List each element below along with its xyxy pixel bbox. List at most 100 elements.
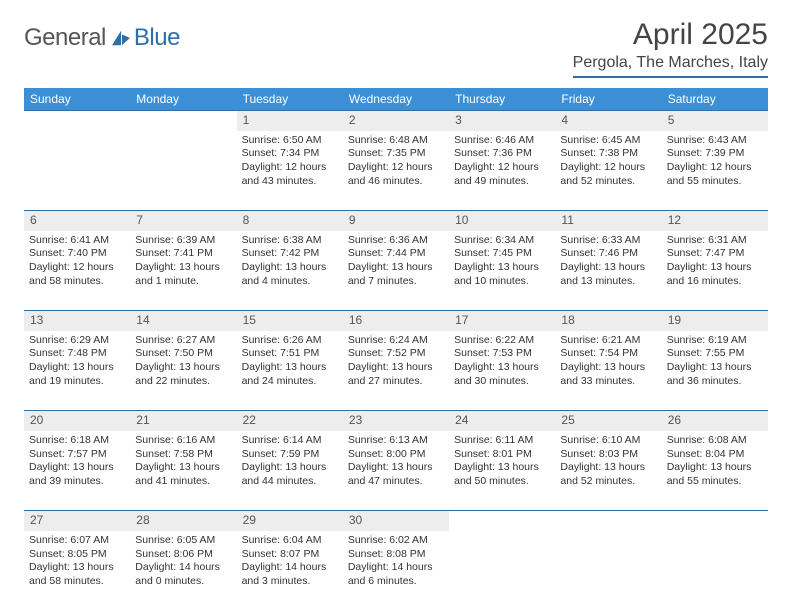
day2-text: and 50 minutes. bbox=[454, 475, 550, 489]
day2-text: and 10 minutes. bbox=[454, 275, 550, 289]
day-cell bbox=[662, 531, 768, 611]
day-cell: Sunrise: 6:48 AMSunset: 7:35 PMDaylight:… bbox=[343, 131, 449, 211]
sunset-text: Sunset: 7:46 PM bbox=[560, 247, 656, 261]
day2-text: and 55 minutes. bbox=[667, 175, 763, 189]
sunrise-text: Sunrise: 6:18 AM bbox=[29, 434, 125, 448]
header: General Blue April 2025 Pergola, The Mar… bbox=[24, 18, 768, 78]
day2-text: and 6 minutes. bbox=[348, 575, 444, 589]
day-cell: Sunrise: 6:21 AMSunset: 7:54 PMDaylight:… bbox=[555, 331, 661, 411]
sunset-text: Sunset: 7:38 PM bbox=[560, 147, 656, 161]
sunrise-text: Sunrise: 6:36 AM bbox=[348, 234, 444, 248]
location-text: Pergola, The Marches, Italy bbox=[573, 54, 768, 78]
brand-logo: General Blue bbox=[24, 18, 180, 52]
sunrise-text: Sunrise: 6:41 AM bbox=[29, 234, 125, 248]
day2-text: and 0 minutes. bbox=[135, 575, 231, 589]
day-cell: Sunrise: 6:05 AMSunset: 8:06 PMDaylight:… bbox=[130, 531, 236, 611]
sunset-text: Sunset: 7:47 PM bbox=[667, 247, 763, 261]
sunset-text: Sunset: 8:00 PM bbox=[348, 448, 444, 462]
day-number: 10 bbox=[449, 211, 555, 231]
day-cell: Sunrise: 6:41 AMSunset: 7:40 PMDaylight:… bbox=[24, 231, 130, 311]
sail-icon bbox=[110, 29, 132, 47]
day2-text: and 30 minutes. bbox=[454, 375, 550, 389]
sunset-text: Sunset: 7:58 PM bbox=[135, 448, 231, 462]
sunrise-text: Sunrise: 6:04 AM bbox=[242, 534, 338, 548]
col-tuesday: Tuesday bbox=[237, 88, 343, 111]
sunrise-text: Sunrise: 6:08 AM bbox=[667, 434, 763, 448]
sunrise-text: Sunrise: 6:14 AM bbox=[242, 434, 338, 448]
col-sunday: Sunday bbox=[24, 88, 130, 111]
day-number bbox=[662, 511, 768, 531]
day1-text: Daylight: 13 hours bbox=[454, 461, 550, 475]
day-cell: Sunrise: 6:45 AMSunset: 7:38 PMDaylight:… bbox=[555, 131, 661, 211]
day-content-row: Sunrise: 6:18 AMSunset: 7:57 PMDaylight:… bbox=[24, 431, 768, 511]
day2-text: and 39 minutes. bbox=[29, 475, 125, 489]
day-cell: Sunrise: 6:36 AMSunset: 7:44 PMDaylight:… bbox=[343, 231, 449, 311]
sunset-text: Sunset: 7:59 PM bbox=[242, 448, 338, 462]
day-cell: Sunrise: 6:43 AMSunset: 7:39 PMDaylight:… bbox=[662, 131, 768, 211]
day-number: 17 bbox=[449, 311, 555, 331]
day-number: 21 bbox=[130, 411, 236, 431]
day2-text: and 47 minutes. bbox=[348, 475, 444, 489]
day-number bbox=[24, 111, 130, 131]
month-title: April 2025 bbox=[573, 18, 768, 52]
day-number: 16 bbox=[343, 311, 449, 331]
day2-text: and 36 minutes. bbox=[667, 375, 763, 389]
daynum-row: 6789101112 bbox=[24, 211, 768, 231]
sunset-text: Sunset: 7:53 PM bbox=[454, 347, 550, 361]
sunset-text: Sunset: 7:50 PM bbox=[135, 347, 231, 361]
day-cell: Sunrise: 6:11 AMSunset: 8:01 PMDaylight:… bbox=[449, 431, 555, 511]
day-number: 15 bbox=[237, 311, 343, 331]
day2-text: and 44 minutes. bbox=[242, 475, 338, 489]
day-cell: Sunrise: 6:04 AMSunset: 8:07 PMDaylight:… bbox=[237, 531, 343, 611]
day-number bbox=[130, 111, 236, 131]
day1-text: Daylight: 13 hours bbox=[348, 461, 444, 475]
sunset-text: Sunset: 7:40 PM bbox=[29, 247, 125, 261]
day-cell: Sunrise: 6:02 AMSunset: 8:08 PMDaylight:… bbox=[343, 531, 449, 611]
sunrise-text: Sunrise: 6:13 AM bbox=[348, 434, 444, 448]
day-number: 2 bbox=[343, 111, 449, 131]
day-cell: Sunrise: 6:19 AMSunset: 7:55 PMDaylight:… bbox=[662, 331, 768, 411]
sunset-text: Sunset: 7:39 PM bbox=[667, 147, 763, 161]
day1-text: Daylight: 13 hours bbox=[29, 561, 125, 575]
day-cell: Sunrise: 6:31 AMSunset: 7:47 PMDaylight:… bbox=[662, 231, 768, 311]
day-content-row: Sunrise: 6:29 AMSunset: 7:48 PMDaylight:… bbox=[24, 331, 768, 411]
day-number bbox=[555, 511, 661, 531]
sunrise-text: Sunrise: 6:48 AM bbox=[348, 134, 444, 148]
col-monday: Monday bbox=[130, 88, 236, 111]
day-cell bbox=[24, 131, 130, 211]
day1-text: Daylight: 13 hours bbox=[29, 361, 125, 375]
day1-text: Daylight: 13 hours bbox=[242, 461, 338, 475]
day1-text: Daylight: 13 hours bbox=[560, 261, 656, 275]
day-number: 19 bbox=[662, 311, 768, 331]
day-number: 18 bbox=[555, 311, 661, 331]
col-saturday: Saturday bbox=[662, 88, 768, 111]
sunset-text: Sunset: 7:51 PM bbox=[242, 347, 338, 361]
sunset-text: Sunset: 7:34 PM bbox=[242, 147, 338, 161]
sunrise-text: Sunrise: 6:19 AM bbox=[667, 334, 763, 348]
day-cell: Sunrise: 6:29 AMSunset: 7:48 PMDaylight:… bbox=[24, 331, 130, 411]
day-number: 7 bbox=[130, 211, 236, 231]
day-cell: Sunrise: 6:24 AMSunset: 7:52 PMDaylight:… bbox=[343, 331, 449, 411]
day-cell bbox=[449, 531, 555, 611]
day-number: 27 bbox=[24, 511, 130, 531]
day1-text: Daylight: 12 hours bbox=[454, 161, 550, 175]
day1-text: Daylight: 13 hours bbox=[454, 361, 550, 375]
col-wednesday: Wednesday bbox=[343, 88, 449, 111]
day-number: 6 bbox=[24, 211, 130, 231]
day2-text: and 58 minutes. bbox=[29, 575, 125, 589]
daynum-row: 27282930 bbox=[24, 511, 768, 531]
sunset-text: Sunset: 7:42 PM bbox=[242, 247, 338, 261]
day2-text: and 7 minutes. bbox=[348, 275, 444, 289]
brand-text-2: Blue bbox=[134, 24, 180, 52]
day1-text: Daylight: 12 hours bbox=[29, 261, 125, 275]
day1-text: Daylight: 13 hours bbox=[135, 261, 231, 275]
day-cell: Sunrise: 6:50 AMSunset: 7:34 PMDaylight:… bbox=[237, 131, 343, 211]
day1-text: Daylight: 13 hours bbox=[560, 361, 656, 375]
day2-text: and 49 minutes. bbox=[454, 175, 550, 189]
sunset-text: Sunset: 7:45 PM bbox=[454, 247, 550, 261]
sunset-text: Sunset: 7:36 PM bbox=[454, 147, 550, 161]
day1-text: Daylight: 13 hours bbox=[348, 361, 444, 375]
day1-text: Daylight: 12 hours bbox=[348, 161, 444, 175]
day2-text: and 52 minutes. bbox=[560, 175, 656, 189]
day1-text: Daylight: 12 hours bbox=[667, 161, 763, 175]
